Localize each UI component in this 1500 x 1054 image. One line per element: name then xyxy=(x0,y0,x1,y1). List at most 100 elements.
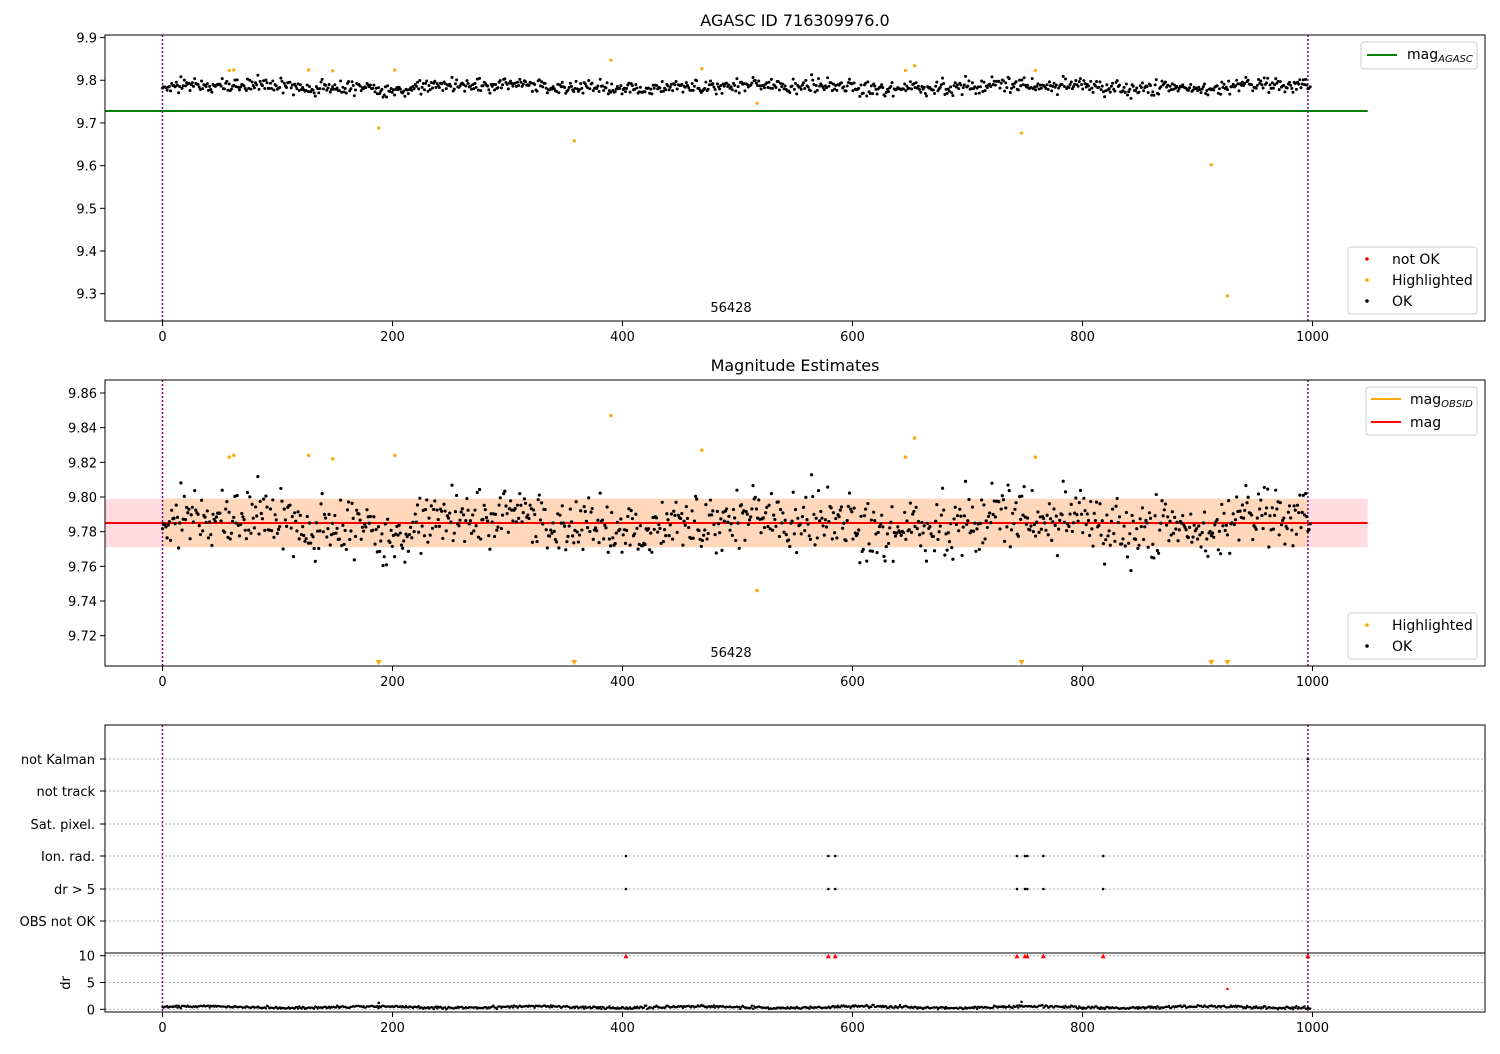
p2-ytick-label: 9.86 xyxy=(68,387,97,402)
ok-point xyxy=(633,532,637,536)
ok-point xyxy=(1270,506,1274,510)
ok-point xyxy=(372,515,376,519)
ok-point xyxy=(970,505,975,509)
ok-point xyxy=(423,507,428,512)
ok-point xyxy=(1186,535,1191,540)
ok-point xyxy=(513,506,517,511)
ok-point xyxy=(620,550,624,554)
ok-point xyxy=(233,78,237,82)
ok-point xyxy=(574,500,578,504)
ok-point xyxy=(321,530,325,534)
ok-point xyxy=(465,496,469,501)
ok-point xyxy=(1076,84,1080,88)
ok-point xyxy=(344,547,348,552)
ok-point xyxy=(437,85,441,89)
ok-point xyxy=(949,85,953,89)
ok-point xyxy=(985,86,989,90)
ok-point xyxy=(421,82,425,86)
ok-point xyxy=(435,508,439,512)
ok-point xyxy=(714,551,718,555)
ok-point xyxy=(861,91,865,95)
ok-point xyxy=(669,82,673,86)
ok-point xyxy=(208,520,212,524)
highlighted-point xyxy=(306,68,311,72)
highlighted-point xyxy=(903,455,908,459)
ok-point xyxy=(646,527,651,531)
ok-point xyxy=(1188,86,1192,90)
ok-point xyxy=(364,525,368,529)
ok-point xyxy=(613,541,617,546)
ok-point xyxy=(1034,88,1038,92)
ok-point xyxy=(881,525,885,529)
ok-point xyxy=(455,493,459,498)
ok-point xyxy=(358,518,362,522)
ok-point xyxy=(1021,513,1025,517)
ok-point xyxy=(777,88,781,92)
ok-point xyxy=(494,512,498,516)
ok-point xyxy=(1044,86,1048,90)
ok-point xyxy=(745,82,749,86)
dr-high-marker xyxy=(1014,953,1020,959)
ok-point xyxy=(354,88,358,92)
ok-point xyxy=(806,522,810,526)
ok-point xyxy=(627,507,631,511)
ok-point xyxy=(1177,528,1181,532)
ok-point xyxy=(857,86,861,90)
ok-point xyxy=(718,531,722,535)
panel1-line-legend: magAGASC xyxy=(1360,41,1478,70)
ok-point xyxy=(313,94,317,98)
ok-point xyxy=(1222,511,1226,515)
ok-point xyxy=(235,493,239,498)
panel2-obsid-label: 56428 xyxy=(710,646,751,661)
ok-point xyxy=(1170,82,1174,86)
ok-point xyxy=(347,79,351,83)
ok-point xyxy=(1093,84,1097,88)
ok-point xyxy=(1258,507,1262,511)
ok-point xyxy=(954,522,958,527)
ok-point xyxy=(425,79,429,83)
flag-row-label: not track xyxy=(36,785,95,800)
ok-point xyxy=(1171,531,1176,535)
highlighted-point xyxy=(377,126,381,130)
p2-ytick-label: 9.78 xyxy=(68,526,97,541)
ok-point xyxy=(1233,518,1238,522)
ok-point xyxy=(746,522,751,526)
ok-point xyxy=(1088,88,1092,92)
ok-point xyxy=(876,530,880,534)
ok-point xyxy=(281,91,285,95)
ok-point xyxy=(1086,518,1091,523)
ok-point xyxy=(1136,546,1140,551)
ok-point xyxy=(499,526,504,531)
ok-point xyxy=(250,80,254,84)
ok-point xyxy=(1200,87,1204,91)
ok-point xyxy=(1036,82,1040,86)
ok-point xyxy=(426,540,430,544)
ok-point xyxy=(567,85,571,89)
ok-point xyxy=(882,554,886,558)
ok-point xyxy=(1225,533,1230,537)
flag-point xyxy=(833,854,837,858)
ok-point xyxy=(412,530,416,534)
ok-point xyxy=(613,90,617,94)
ok-point xyxy=(1293,508,1297,512)
ok-point xyxy=(234,85,238,89)
ok-point xyxy=(556,82,560,86)
ok-point xyxy=(684,81,688,85)
dr-point xyxy=(600,1007,603,1011)
ok-point xyxy=(782,530,786,534)
ok-point xyxy=(1159,521,1163,525)
ok-point xyxy=(1062,84,1066,88)
ok-point xyxy=(1228,551,1232,555)
ok-point xyxy=(924,559,929,563)
ok-point xyxy=(422,88,426,92)
ok-point xyxy=(910,87,914,91)
legend-mag: mag xyxy=(1410,415,1441,431)
ok-point xyxy=(371,528,375,532)
ok-point xyxy=(521,510,525,515)
ok-point xyxy=(481,517,485,522)
ok-point xyxy=(471,83,475,87)
ok-point xyxy=(1146,545,1150,549)
ok-point xyxy=(985,525,989,530)
ok-point xyxy=(205,509,209,513)
ok-point xyxy=(1282,516,1286,520)
